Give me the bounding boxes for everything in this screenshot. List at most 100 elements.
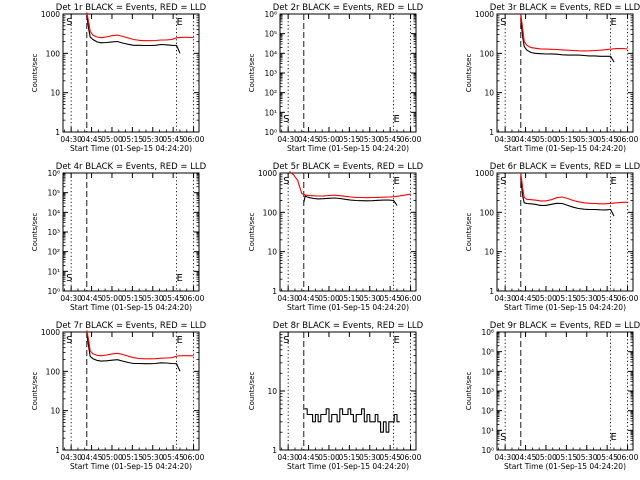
series-events-line	[86, 333, 181, 372]
x-tick-label: 05:30	[576, 135, 598, 144]
y-tick-label: 100	[480, 208, 495, 217]
y-tick-label: 100	[480, 49, 495, 58]
marker-e: E	[177, 17, 183, 28]
panel-title: Det 7r BLACK = Events, RED = LLD	[56, 321, 207, 331]
panel-title: Det 2r BLACK = Events, RED = LLD	[273, 3, 424, 13]
x-tick-label: 05:15	[339, 135, 361, 144]
y-tick-label: 10⁶	[481, 328, 494, 337]
x-tick-label: 05:15	[556, 453, 578, 462]
x-tick-label: 05:00	[318, 294, 340, 303]
y-tick-label: 10⁰	[481, 446, 494, 455]
panel-title: Det 5r BLACK = Events, RED = LLD	[273, 162, 424, 172]
x-tick-label: 05:45	[596, 294, 618, 303]
marker-e: E	[394, 176, 400, 187]
series-events-line	[520, 179, 615, 217]
panel-title: Det 8r BLACK = Events, RED = LLD	[273, 321, 424, 331]
marker-s: S	[66, 273, 72, 284]
marker-e: E	[177, 335, 183, 346]
y-tick-label: 10⁵	[481, 348, 494, 357]
y-tick-label: 1000	[258, 169, 277, 178]
x-axis-label: Start Time (01-Sep-15 04:24:20)	[287, 303, 409, 312]
x-tick-label: 04:45	[81, 294, 103, 303]
series-lld-line	[520, 13, 628, 52]
x-tick-label: 06:00	[617, 294, 639, 303]
x-tick-label: 04:45	[81, 453, 103, 462]
marker-s: S	[500, 432, 506, 443]
x-tick-label: 05:30	[359, 294, 381, 303]
x-tick-label: 04:45	[515, 453, 537, 462]
x-tick-label: 05:30	[576, 453, 598, 462]
y-tick-label: 10⁰	[47, 287, 60, 296]
series-events-line	[304, 408, 400, 433]
x-tick-label: 05:30	[142, 135, 164, 144]
x-tick-label: 04:30	[277, 294, 299, 303]
y-tick-label: 10¹	[264, 108, 277, 117]
series-lld-line	[289, 170, 411, 199]
x-tick-label: 05:30	[142, 453, 164, 462]
marker-e: E	[394, 335, 400, 346]
marker-e: E	[177, 273, 183, 284]
x-tick-label: 05:45	[162, 453, 184, 462]
x-tick-label: 05:30	[142, 294, 164, 303]
panel-9: Det 9r BLACK = Events, RED = LLD 10⁰ 10¹ 10…	[465, 321, 640, 471]
y-tick-label: 10¹	[481, 426, 494, 435]
y-axis-label: Counts/sec	[465, 372, 473, 411]
x-tick-label: 04:45	[81, 135, 103, 144]
y-tick-label: 1000	[41, 10, 60, 19]
panel-title: Det 3r BLACK = Events, RED = LLD	[490, 3, 640, 13]
x-axis-label: Start Time (01-Sep-15 04:24:20)	[70, 462, 192, 471]
x-tick-label: 05:00	[101, 294, 123, 303]
y-tick-label: 10⁰	[264, 128, 277, 137]
x-axis-label: Start Time (01-Sep-15 04:24:20)	[287, 462, 409, 471]
panel-title: Det 1r BLACK = Events, RED = LLD	[56, 3, 207, 13]
x-tick-label: 06:00	[183, 294, 205, 303]
series-events-line	[86, 15, 181, 54]
panel-7: Det 7r BLACK = Events, RED = LLD 1 10 100 10…	[31, 321, 207, 471]
y-tick-label: 10	[484, 248, 494, 257]
x-tick-label: 05:15	[339, 294, 361, 303]
y-tick-label: 10⁶	[47, 169, 60, 178]
series-lld-line	[86, 330, 194, 360]
x-tick-label: 05:00	[101, 453, 123, 462]
marker-e: E	[611, 17, 617, 28]
x-tick-label: 04:30	[60, 453, 82, 462]
panel-8: Det 8r BLACK = Events, RED = LLD 1 10 04:30…	[248, 321, 424, 471]
x-tick-label: 05:15	[339, 453, 361, 462]
y-axis-label: Counts/sec	[31, 54, 39, 93]
x-tick-label: 04:45	[515, 135, 537, 144]
x-tick-label: 05:15	[122, 453, 144, 462]
panel-title: Det 9r BLACK = Events, RED = LLD	[490, 321, 640, 331]
plot-frame	[279, 331, 417, 451]
y-tick-label: 10	[267, 248, 277, 257]
y-axis-label: Counts/sec	[31, 372, 39, 411]
x-tick-label: 06:00	[617, 135, 639, 144]
x-tick-label: 04:30	[60, 135, 82, 144]
y-tick-label: 10⁵	[47, 189, 60, 198]
y-axis-label: Counts/sec	[31, 213, 39, 252]
x-tick-label: 04:45	[298, 294, 320, 303]
panel-title: Det 4r BLACK = Events, RED = LLD	[56, 162, 207, 172]
x-tick-label: 05:00	[318, 135, 340, 144]
x-tick-label: 06:00	[183, 135, 205, 144]
marker-s: S	[283, 176, 289, 187]
y-tick-label: 1	[55, 446, 60, 455]
series-events-line	[303, 195, 398, 206]
x-tick-label: 05:15	[122, 294, 144, 303]
y-tick-label: 1	[489, 128, 494, 137]
y-tick-label: 10	[267, 387, 277, 396]
y-tick-label: 10	[50, 89, 60, 98]
y-tick-label: 10³	[47, 228, 60, 237]
panel-2: Det 2r BLACK = Events, RED = LLD 10⁰ 10¹ 10…	[248, 3, 424, 153]
marker-s: S	[66, 335, 72, 346]
x-axis-label: Start Time (01-Sep-15 04:24:20)	[504, 303, 626, 312]
y-tick-label: 10⁴	[481, 367, 494, 376]
y-tick-label: 10	[484, 89, 494, 98]
y-tick-label: 1	[55, 128, 60, 137]
x-tick-label: 06:00	[400, 135, 422, 144]
x-tick-label: 04:45	[298, 453, 320, 462]
x-tick-label: 05:00	[318, 453, 340, 462]
y-tick-label: 10²	[481, 407, 494, 416]
x-tick-label: 05:15	[556, 135, 578, 144]
x-tick-label: 06:00	[400, 453, 422, 462]
